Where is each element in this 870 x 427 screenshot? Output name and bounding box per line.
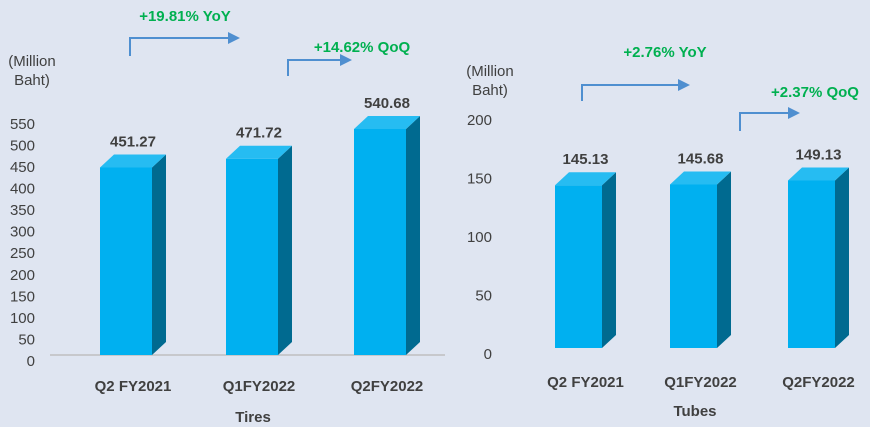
y-tick-label: 100 xyxy=(10,310,35,327)
y-tick-label: 350 xyxy=(10,202,35,219)
y-tick-label: 300 xyxy=(10,224,35,241)
data-label: 471.72 xyxy=(236,125,282,142)
x-tick-label: Q2 FY2021 xyxy=(95,378,172,395)
data-label: 451.27 xyxy=(110,134,156,151)
bar-face xyxy=(788,167,849,181)
y-tick-label: 200 xyxy=(467,112,492,129)
annotation-arrow xyxy=(129,37,230,56)
bar-face xyxy=(788,180,835,348)
bar xyxy=(100,154,166,355)
bar-face xyxy=(670,184,717,348)
y-tick-label: 0 xyxy=(27,353,35,370)
y-tick-label: 0 xyxy=(484,346,492,363)
bar-face xyxy=(152,154,166,355)
x-tick-label: Q2FY2022 xyxy=(351,378,424,395)
bar xyxy=(788,167,849,348)
bar-face xyxy=(278,145,292,355)
bar-face xyxy=(354,116,420,130)
data-label: 145.68 xyxy=(678,151,724,168)
bar-face xyxy=(555,185,602,348)
bar xyxy=(354,116,420,355)
y-tick-label: 50 xyxy=(475,287,492,304)
annotation: +14.62% QoQ xyxy=(314,39,411,56)
bar-face xyxy=(354,129,406,355)
arrow-head xyxy=(788,107,800,119)
annotation-arrow xyxy=(739,112,790,131)
bar-face xyxy=(406,116,420,355)
y-axis-label: (Million Baht) xyxy=(8,53,56,89)
chart-title: Tires xyxy=(235,409,271,426)
y-axis-label: (Million Baht) xyxy=(466,63,514,99)
bar-face xyxy=(100,167,152,355)
y-tick-label: 150 xyxy=(10,288,35,305)
x-tick-label: Q1FY2022 xyxy=(664,374,737,391)
bar-face xyxy=(100,154,166,168)
bar xyxy=(670,171,731,348)
bar-face xyxy=(835,167,849,348)
x-tick-label: Q2FY2022 xyxy=(782,374,855,391)
data-label: 540.68 xyxy=(364,95,410,112)
chart-title: Tubes xyxy=(673,403,716,420)
y-tick-label: 400 xyxy=(10,181,35,198)
y-tick-label: 50 xyxy=(18,331,35,348)
arrow-head xyxy=(228,32,240,44)
y-tick-label: 550 xyxy=(10,116,35,133)
x-tick-label: Q2 FY2021 xyxy=(547,374,624,391)
annotation-arrow xyxy=(287,59,342,76)
y-tick-label: 500 xyxy=(10,138,35,155)
annotation: +2.37% QoQ xyxy=(771,84,859,101)
bar-face xyxy=(717,171,731,348)
annotation: +2.76% YoY xyxy=(623,44,706,61)
arrow-head xyxy=(340,54,352,66)
data-label: 149.13 xyxy=(796,146,842,163)
y-tick-label: 150 xyxy=(467,170,492,187)
bar-face xyxy=(602,172,616,348)
annotation: +19.81% YoY xyxy=(139,8,231,25)
y-tick-label: 450 xyxy=(10,159,35,176)
bar xyxy=(555,172,616,348)
arrow-head xyxy=(678,79,690,91)
y-tick-label: 100 xyxy=(467,229,492,246)
y-tick-label: 200 xyxy=(10,267,35,284)
data-label: 145.13 xyxy=(563,151,609,168)
annotation-arrow xyxy=(581,84,680,101)
bar-face xyxy=(670,171,731,185)
bar-face xyxy=(226,158,278,355)
bar xyxy=(226,145,292,355)
x-tick-label: Q1FY2022 xyxy=(223,378,296,395)
bar-face xyxy=(555,172,616,186)
y-tick-label: 250 xyxy=(10,245,35,262)
bar-face xyxy=(226,145,292,159)
